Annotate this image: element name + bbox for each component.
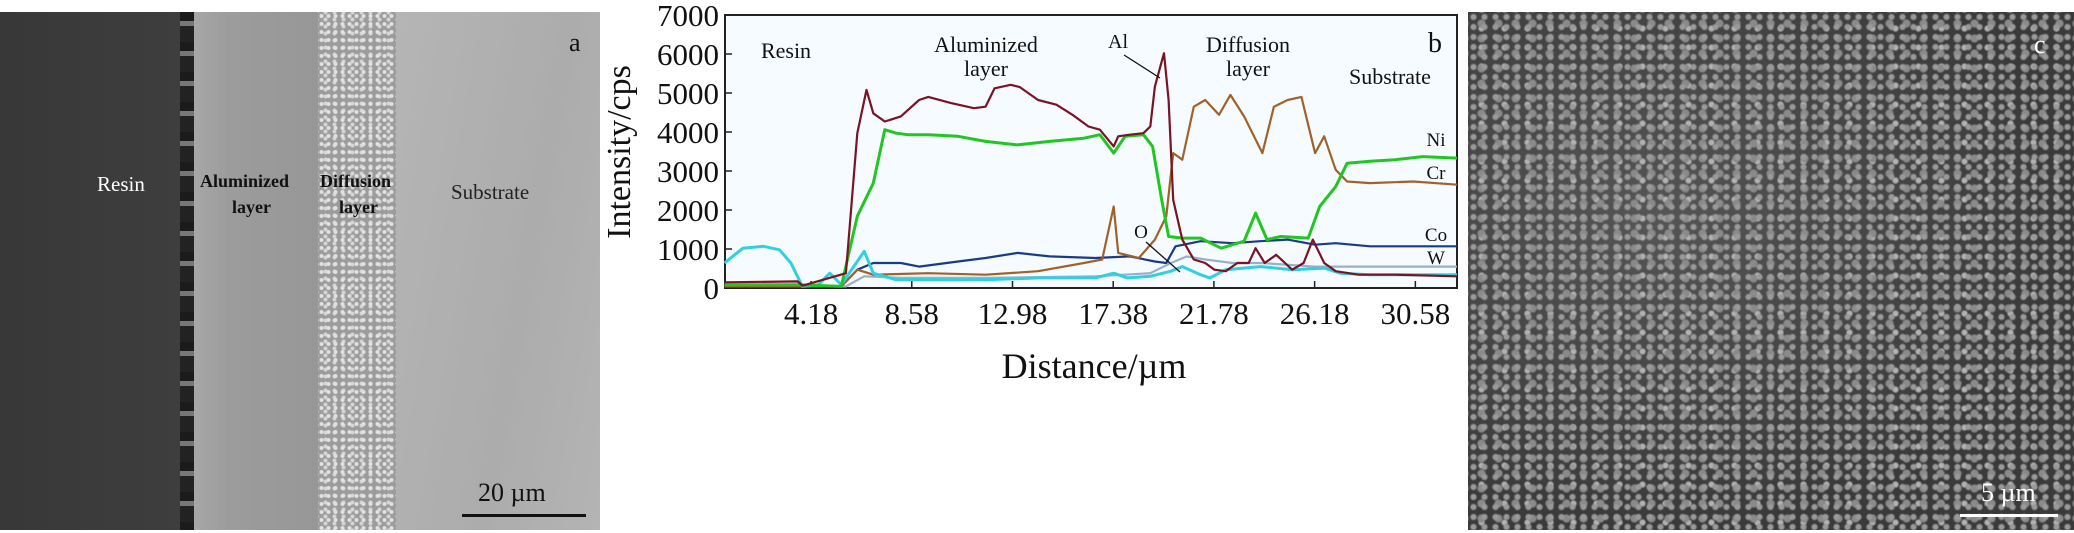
x-tick-label: 21.78 (1179, 296, 1249, 331)
panel-letter-c: c (2034, 30, 2046, 59)
scale-bar (462, 514, 586, 517)
region-label-aluminized: Aluminized (934, 32, 1038, 57)
x-tick-label: 30.58 (1380, 296, 1450, 331)
label-diffusion: Diffusion (320, 171, 392, 191)
series-label-o: O (1134, 222, 1148, 243)
x-tick-label: 8.58 (885, 296, 939, 331)
resin-coating-interface (180, 12, 194, 530)
series-line-cr (724, 93, 1458, 288)
y-tick-label: 4000 (657, 115, 719, 150)
aluminized-layer-region (190, 12, 318, 530)
label-resin: Resin (97, 172, 145, 196)
region-label-diffusion: Diffusion (1206, 32, 1290, 57)
line-scan-chart: 4.18 8.58 12.98 17.38 21.78 26.18 30.58 0 1000 20… (601, 0, 1458, 386)
series-line-ni (724, 128, 1458, 288)
region-label-aluminized-layer: layer (964, 56, 1009, 81)
diffusion-layer-region (318, 12, 396, 530)
series-label-cr: Cr (1427, 163, 1447, 184)
x-tick-label: 17.38 (1078, 296, 1148, 331)
x-tick-label: 4.18 (784, 296, 838, 331)
y-tick-label: 1000 (657, 232, 719, 267)
series-label-co: Co (1425, 225, 1447, 246)
y-tick-label: 6000 (657, 37, 719, 72)
series-label-ni: Ni (1427, 130, 1446, 151)
axis-ticks: 4.18 8.58 12.98 17.38 21.78 26.18 30.58 0 1000 20… (657, 0, 1450, 331)
scale-bar-label: 5 µm (1981, 478, 2036, 507)
series-lines (723, 52, 1458, 288)
y-axis-label: Intensity/cps (601, 65, 638, 239)
label-aluminized-layer: layer (232, 197, 271, 217)
series-line-co (724, 238, 1457, 288)
x-tick-label: 12.98 (978, 296, 1048, 331)
scale-bar-label: 20 µm (478, 478, 546, 507)
x-axis-label: Distance/µm (1002, 346, 1187, 386)
label-diffusion-layer: layer (339, 197, 378, 217)
resin-region (0, 12, 190, 530)
series-label-w: W (1427, 248, 1445, 269)
panel-letter-b: b (1428, 28, 1442, 59)
substrate-region (396, 12, 600, 530)
y-tick-label: 5000 (657, 76, 719, 111)
y-tick-label: 2000 (657, 193, 719, 228)
y-tick-label: 0 (704, 271, 720, 306)
sem-cross-section-panel-a: Resin Aluminized layer Diffusion layer S… (0, 12, 600, 530)
region-label-diffusion-layer: layer (1226, 56, 1271, 81)
o-leader-line (1145, 241, 1181, 273)
y-tick-label: 7000 (657, 0, 719, 33)
series-line-al (724, 52, 1458, 287)
x-tick-label: 26.18 (1280, 296, 1350, 331)
region-label-resin: Resin (761, 38, 811, 63)
panel-letter-a: a (569, 28, 581, 57)
plot-area (724, 14, 1458, 289)
scale-bar (1960, 514, 2058, 517)
sem-surface-panel-c: c 5 µm (1468, 12, 2074, 530)
label-substrate: Substrate (451, 180, 530, 204)
series-label-al: Al (1108, 31, 1128, 53)
region-label-substrate: Substrate (1349, 64, 1431, 89)
y-tick-label: 3000 (657, 154, 719, 189)
label-aluminized: Aluminized (200, 171, 290, 191)
al-leader-line (1123, 54, 1161, 79)
